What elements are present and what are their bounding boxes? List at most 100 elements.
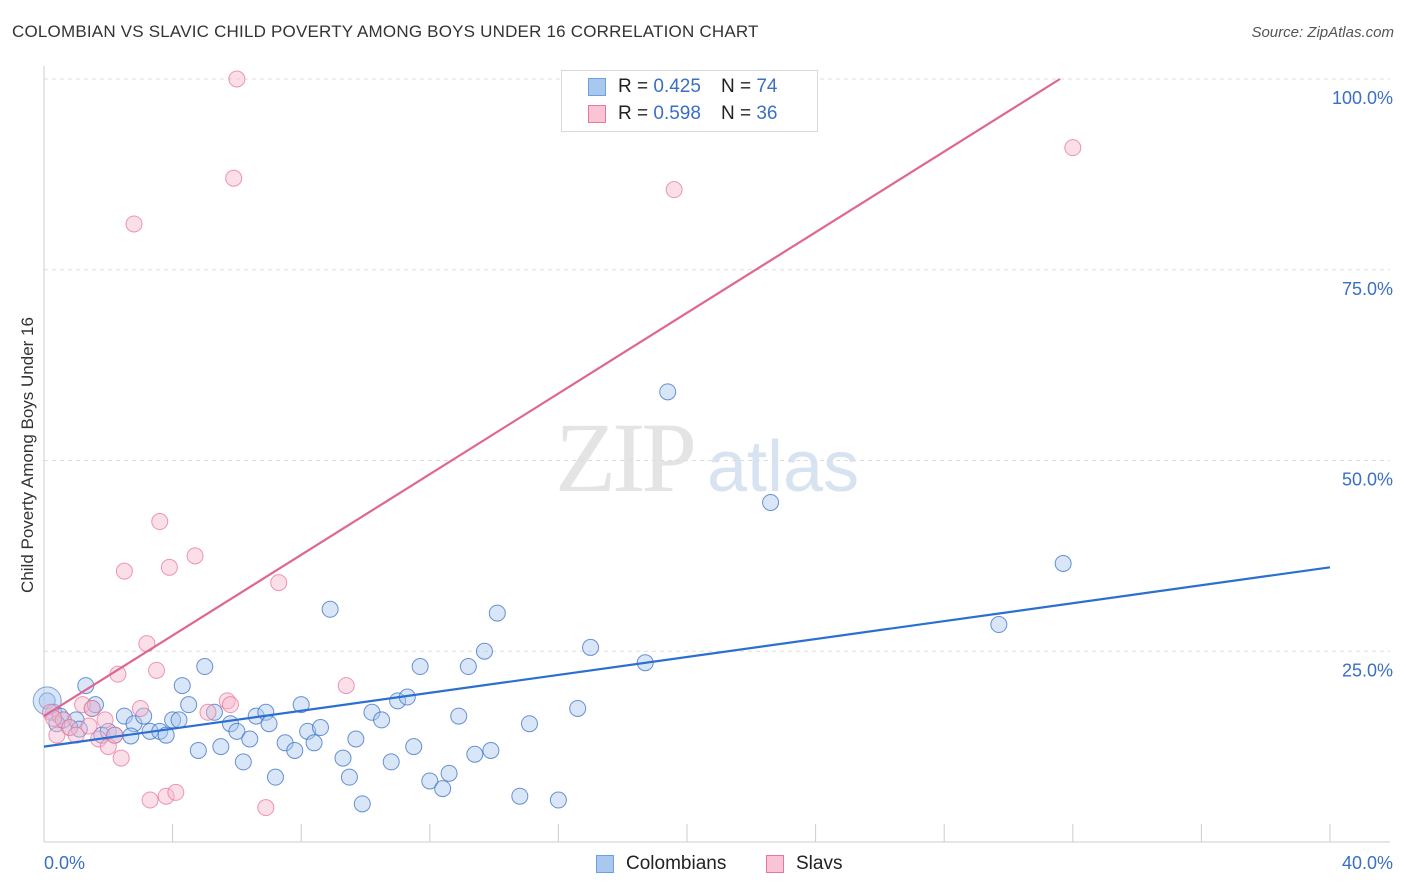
axes [43, 66, 1390, 843]
slavs-point [48, 726, 66, 744]
stats-row-colombians: R = 0.425 N = 74 [588, 74, 777, 100]
trend-lines [43, 78, 1331, 748]
stats-row-slavs: R = 0.598 N = 36 [588, 101, 777, 127]
legend-label: Colombians [626, 853, 727, 874]
watermark-zip: ZIP [555, 402, 697, 513]
r-label: R = [618, 76, 649, 97]
slavs-point [167, 783, 185, 801]
colombians-point [241, 730, 259, 748]
slavs-point [148, 661, 166, 679]
slavs-point [257, 799, 275, 817]
tick-labels: 25.0% 50.0% 75.0% 100.0% 0.0% 40.0% [44, 88, 1393, 873]
slavs-point [125, 215, 143, 233]
n-label: N = [720, 103, 752, 124]
y-tick-label: 75.0% [1342, 279, 1393, 299]
colombians-point [520, 715, 538, 733]
colombians-point [205, 703, 223, 721]
watermark-atlas: atlas [707, 427, 860, 507]
colombians-point [450, 707, 468, 725]
slavs-point [131, 699, 149, 717]
colombians-point [305, 734, 323, 752]
colombians-legend-swatch [596, 855, 614, 873]
x-tick-label: 0.0% [44, 853, 85, 873]
colombians-point [173, 677, 191, 695]
slavs-legend-swatch [766, 855, 784, 873]
colombians-point [170, 711, 188, 729]
colombians-point [421, 772, 439, 790]
slavs-point [96, 711, 114, 729]
slavs-point [221, 696, 239, 714]
slavs-point [151, 513, 169, 531]
colombians-point [347, 730, 365, 748]
colombians-point [340, 768, 358, 786]
colombians-point [434, 780, 452, 798]
colombians-point [659, 383, 677, 401]
r-value: 0.598 [653, 103, 701, 124]
colombians-point [466, 745, 484, 763]
colombians-point [569, 699, 587, 717]
colombians-point [482, 741, 500, 759]
colombians-point [762, 493, 780, 511]
colombians-point [180, 696, 198, 714]
colombians-point [311, 719, 329, 737]
x-tick-label: 40.0% [1342, 853, 1393, 873]
colombians-point [373, 711, 391, 729]
n-value: 36 [756, 103, 778, 124]
slavs-point [157, 787, 175, 805]
colombians-point [459, 658, 477, 676]
slavs-point [115, 562, 133, 580]
colombians-swatch [588, 78, 606, 96]
colombians-trend-line [43, 566, 1331, 748]
legend-item-colombians[interactable]: Colombians [596, 852, 726, 876]
colombians-point [266, 768, 284, 786]
colombians-point [334, 749, 352, 767]
slavs-swatch [588, 105, 606, 123]
slavs-point [228, 70, 246, 88]
colombians-point [321, 600, 339, 618]
slavs-point [80, 717, 98, 735]
slavs-point [141, 791, 159, 809]
colombians-point [382, 753, 400, 771]
colombians-point [582, 638, 600, 656]
colombians-point [1054, 555, 1072, 573]
slavs-point [270, 574, 288, 592]
colombians-point [475, 642, 493, 660]
colombians-point [440, 764, 458, 782]
gridlines [44, 78, 1390, 652]
stats-legend: R = 0.425 N = 74 R = 0.598 N = 36 [561, 70, 818, 132]
y-tick-label: 100.0% [1332, 88, 1393, 108]
colombians-point [549, 791, 567, 809]
slavs-trend-line [43, 78, 1061, 718]
chart-title: COLOMBIAN VS SLAVIC CHILD POVERTY AMONG … [12, 22, 759, 41]
colombians-point [353, 795, 371, 813]
slavs-point [337, 677, 355, 695]
legend-label: Slavs [796, 853, 843, 874]
colombians-point [292, 696, 310, 714]
slavs-point [83, 699, 101, 717]
legend-item-slavs[interactable]: Slavs [766, 852, 842, 876]
colombians-point [189, 741, 207, 759]
watermark: ZIP atlas [555, 400, 859, 515]
slavs-point [1064, 139, 1082, 157]
slavs-point [160, 558, 178, 576]
colombians-point [990, 616, 1008, 634]
y-tick-label: 25.0% [1342, 660, 1393, 680]
colombians-point [488, 604, 506, 622]
colombians-points [32, 383, 1072, 813]
colombians-point [411, 658, 429, 676]
slavs-point [112, 749, 130, 767]
slavs-point [665, 181, 683, 199]
r-value: 0.425 [653, 76, 701, 97]
slavs-point [225, 169, 243, 187]
colombians-point [511, 787, 529, 805]
slavs-point [186, 547, 204, 565]
colombians-point [228, 722, 246, 740]
colombians-point [196, 658, 214, 676]
slavs-point [74, 696, 92, 714]
n-label: N = [720, 76, 752, 97]
y-axis-label: Child Poverty Among Boys Under 16 [18, 317, 37, 593]
colombians-point [260, 715, 278, 733]
colombians-point [286, 741, 304, 759]
source-label: Source: ZipAtlas.com [1251, 24, 1394, 41]
